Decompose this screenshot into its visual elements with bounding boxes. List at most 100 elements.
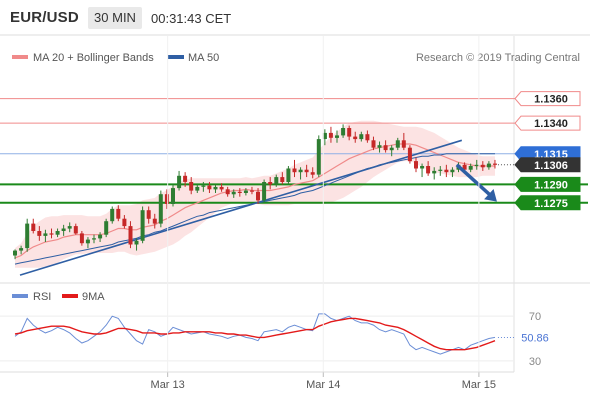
candle-body <box>122 218 127 227</box>
candle-body <box>292 168 297 173</box>
candle-body <box>146 210 151 219</box>
rsi-9ma-line <box>14 317 496 351</box>
level-tag-box <box>514 91 581 107</box>
candle-body <box>438 169 443 171</box>
ma50-legend-swatch <box>168 55 184 59</box>
trendline <box>19 139 463 276</box>
candle-body <box>152 218 157 224</box>
rsi-legend-swatch <box>12 294 28 298</box>
candle-body <box>134 240 139 245</box>
ma50-legend-label: MA 50 <box>188 52 219 64</box>
ma9-legend-label: 9MA <box>82 291 105 303</box>
candle-body <box>274 177 279 185</box>
candle-body <box>43 233 48 236</box>
candle-body <box>171 188 175 204</box>
candle-body <box>286 168 291 182</box>
candle-body <box>316 139 321 175</box>
candle-body <box>164 194 169 204</box>
candle-body <box>359 134 364 140</box>
candle-body <box>73 226 78 234</box>
candle-body <box>262 182 267 201</box>
ma20-legend-label: MA 20 + Bollinger Bands <box>33 52 154 64</box>
level-tag-box <box>514 115 581 131</box>
candle-body <box>219 186 224 190</box>
level-tag-text: 1.1306 <box>534 160 568 172</box>
candle-body <box>158 194 163 224</box>
time-axis: Mar 13 Mar 14 Mar 15 <box>0 36 514 391</box>
candle-body <box>183 175 188 182</box>
level-tag-1.1360: 1.1360 <box>514 91 581 107</box>
level-tag-text: 1.1360 <box>534 94 568 106</box>
candle-body <box>104 221 109 235</box>
level-tag-box <box>514 195 581 211</box>
candle-body <box>353 136 358 140</box>
candle-body <box>426 166 431 174</box>
candle-body <box>49 233 54 235</box>
level-tag-box <box>514 176 581 192</box>
candle-body <box>37 231 42 236</box>
rsi-legend-label: RSI <box>33 291 51 303</box>
candle-body <box>79 233 84 244</box>
candle-body <box>371 140 376 148</box>
candle-body <box>98 234 103 239</box>
candle-body <box>110 208 115 222</box>
candle-body <box>328 132 333 138</box>
candle-body <box>462 164 467 170</box>
symbol-title: EUR/USD <box>10 9 79 26</box>
level-tag-1.1340: 1.1340 <box>514 115 581 131</box>
candle-body <box>468 166 473 170</box>
time-tick-label: Mar 14 <box>306 379 340 391</box>
candle-body <box>55 231 60 235</box>
candle-body <box>250 190 254 192</box>
rsi-level-label-50.86: 50.86 <box>521 333 549 345</box>
candle-body <box>401 140 406 148</box>
candle-body <box>207 185 212 190</box>
candle-body <box>474 164 479 166</box>
candle-body <box>25 223 30 249</box>
candle-body <box>298 169 303 173</box>
forecast-arrow-head <box>484 188 497 202</box>
candle-body <box>19 248 24 251</box>
candle-body <box>256 191 260 201</box>
timeframe-button[interactable]: 30 MIN <box>88 7 142 29</box>
candle-body <box>31 223 36 231</box>
candle-body <box>195 186 200 191</box>
level-tag-text: 1.1275 <box>534 198 568 210</box>
candle-body <box>389 147 394 151</box>
candle-body <box>341 128 346 136</box>
candle-body <box>231 191 236 195</box>
ma9-legend-swatch <box>62 294 78 298</box>
candle-body <box>85 239 90 244</box>
candle-body <box>407 147 412 162</box>
candle-body <box>225 189 230 195</box>
candle-body <box>383 145 388 151</box>
candle-body <box>432 170 437 174</box>
candle-body <box>414 161 418 169</box>
bollinger-band <box>15 120 495 268</box>
research-credit: Research © 2019 Trading Central <box>416 52 580 64</box>
candle-body <box>347 128 352 137</box>
level-tag-box <box>514 157 581 173</box>
candle-body <box>237 191 242 193</box>
candle-body <box>140 210 145 241</box>
candle-body <box>377 145 382 148</box>
candle-body <box>365 134 370 141</box>
candle-body <box>486 163 491 168</box>
candle-body <box>67 226 72 229</box>
candle-body <box>268 182 273 185</box>
candle-body <box>13 250 17 256</box>
level-tag-text: 1.1340 <box>534 118 568 130</box>
candle-body <box>92 238 96 240</box>
candle-body <box>444 169 449 173</box>
level-tag-text: 1.1290 <box>534 179 568 191</box>
rsi-panel: 70 50.86 30 <box>0 311 549 368</box>
candle-body <box>280 177 285 182</box>
rsi-level-label-70: 70 <box>529 311 541 323</box>
candle-body <box>61 228 66 231</box>
candle-body <box>201 185 206 187</box>
time-tick-label: Mar 13 <box>151 379 185 391</box>
header-bar: EUR/USD 30 MIN 00:31:43 CET <box>0 0 590 34</box>
candle-body <box>116 208 121 219</box>
